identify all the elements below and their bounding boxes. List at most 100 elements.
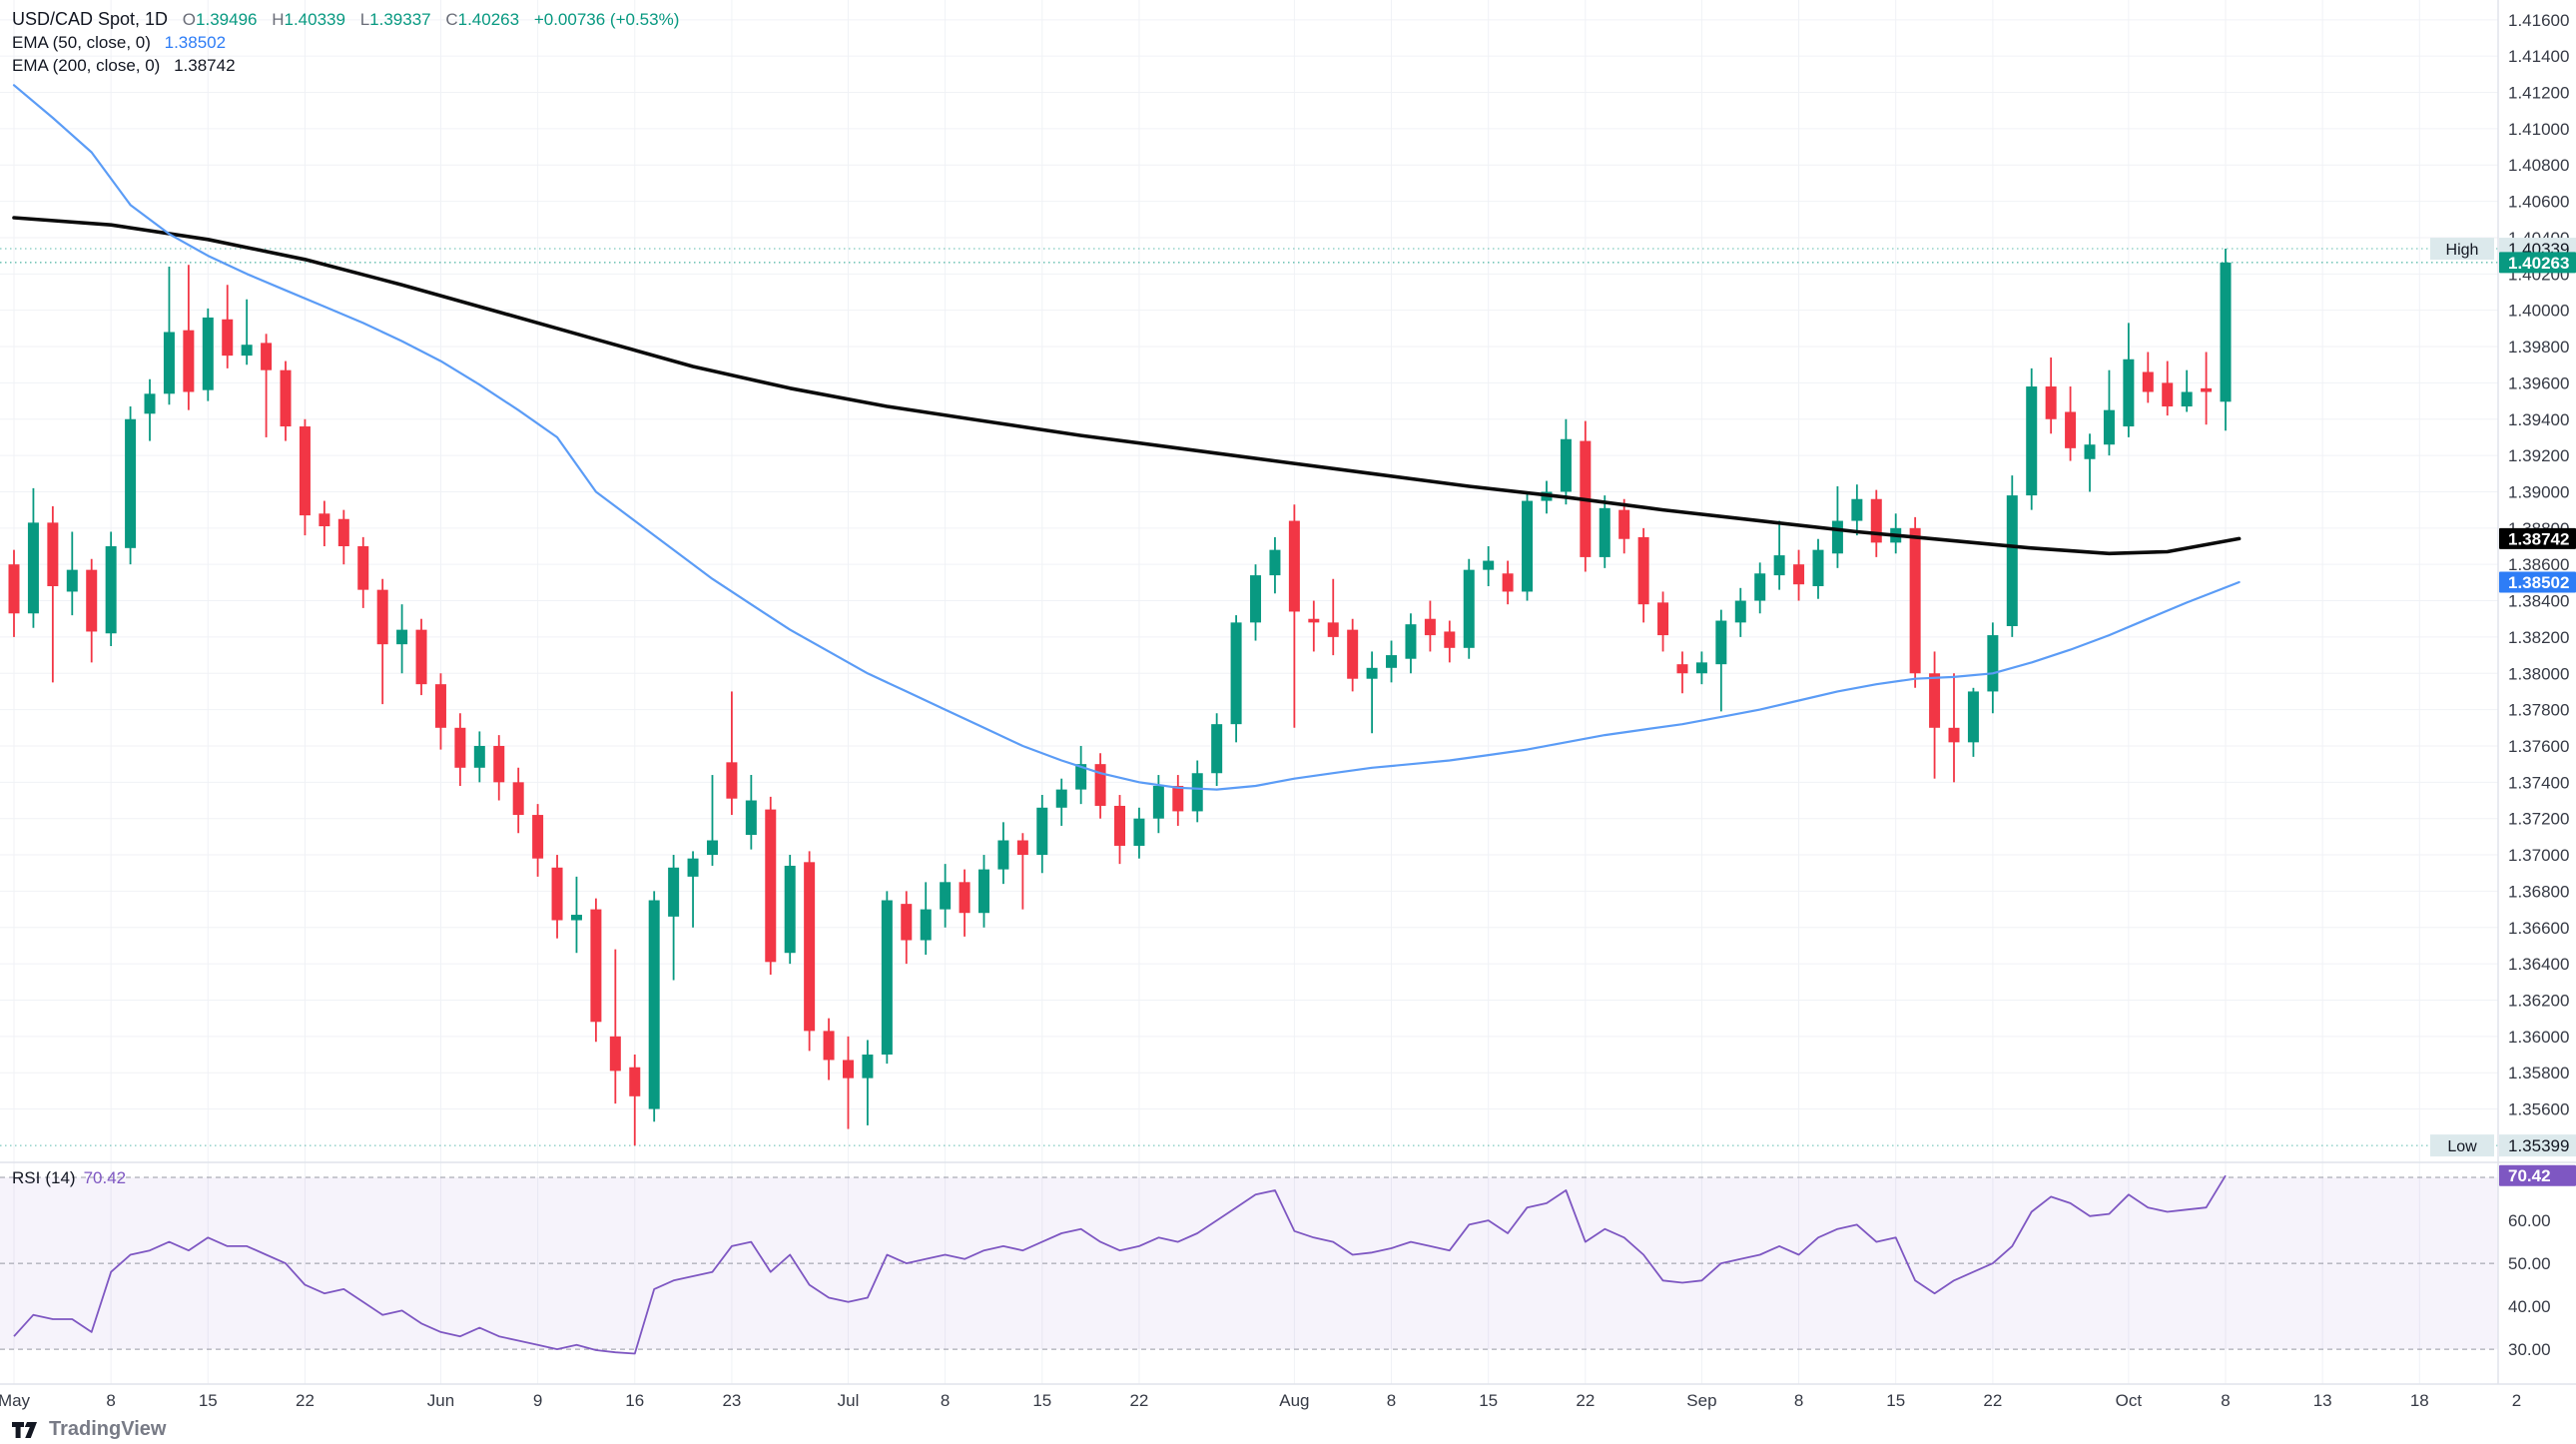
candle[interactable] xyxy=(765,796,777,976)
candle[interactable] xyxy=(105,531,117,646)
candle[interactable] xyxy=(183,265,195,410)
candle[interactable] xyxy=(47,506,59,683)
candle[interactable] xyxy=(1250,564,1262,641)
candle[interactable] xyxy=(1502,560,1514,605)
candle[interactable] xyxy=(1114,795,1126,865)
candle[interactable] xyxy=(163,267,175,405)
ema200-legend-row[interactable]: EMA (200, close, 0) 1.38742 xyxy=(12,54,679,77)
symbol-title[interactable]: USD/CAD Spot, 1D xyxy=(12,9,169,29)
candle[interactable] xyxy=(1463,558,1475,659)
candle[interactable] xyxy=(202,308,214,401)
candle[interactable] xyxy=(1793,549,1805,601)
candle[interactable] xyxy=(1036,795,1048,874)
candle[interactable] xyxy=(842,1036,854,1129)
candle[interactable] xyxy=(396,604,408,674)
candle[interactable] xyxy=(1676,651,1688,694)
candle[interactable] xyxy=(1424,600,1436,652)
candle[interactable] xyxy=(726,691,738,816)
candle[interactable] xyxy=(1618,498,1630,554)
pane-separators[interactable] xyxy=(0,0,2576,1385)
candle[interactable] xyxy=(1657,591,1669,652)
candle[interactable] xyxy=(1851,484,1863,536)
candle[interactable] xyxy=(1094,753,1106,819)
candle[interactable] xyxy=(2181,369,2193,412)
candle[interactable] xyxy=(86,558,98,663)
candle[interactable] xyxy=(706,775,718,866)
candle[interactable] xyxy=(1444,620,1456,663)
candle[interactable] xyxy=(823,1018,835,1081)
candle[interactable] xyxy=(261,334,273,437)
candle[interactable] xyxy=(901,891,913,965)
price-axis[interactable]: 1.35600 1.35800 1.36000 1.36200 1.36400 1.366… xyxy=(2508,11,2569,1119)
candle[interactable] xyxy=(1967,687,1979,757)
candle[interactable] xyxy=(1483,546,1495,586)
candle[interactable] xyxy=(648,891,660,1122)
candle[interactable] xyxy=(2103,369,2115,456)
candle[interactable] xyxy=(1870,489,1882,557)
candle[interactable] xyxy=(745,775,757,850)
candle[interactable] xyxy=(609,949,621,1104)
candle[interactable] xyxy=(241,299,253,365)
candle[interactable] xyxy=(1715,609,1727,712)
candle[interactable] xyxy=(144,378,156,441)
candle[interactable] xyxy=(1909,516,1921,688)
ema50-line[interactable] xyxy=(12,84,2241,791)
rsi-pane[interactable] xyxy=(0,1174,2498,1355)
candle[interactable] xyxy=(2201,352,2213,425)
candle[interactable] xyxy=(1405,613,1417,674)
candle[interactable] xyxy=(1366,651,1378,734)
tradingview-watermark[interactable]: TradingView xyxy=(12,1418,166,1441)
candle[interactable] xyxy=(1288,504,1300,728)
candle[interactable] xyxy=(2220,249,2232,431)
candle[interactable] xyxy=(1580,420,1592,572)
candle[interactable] xyxy=(125,406,137,565)
candle[interactable] xyxy=(1599,495,1610,568)
candle[interactable] xyxy=(473,731,485,783)
candle[interactable] xyxy=(1773,520,1785,590)
candle[interactable] xyxy=(1191,760,1203,823)
candle[interactable] xyxy=(1327,578,1339,656)
candle[interactable] xyxy=(668,855,680,981)
candle[interactable] xyxy=(222,285,234,368)
rsi-plot-line[interactable] xyxy=(13,1174,2227,1355)
candle[interactable] xyxy=(532,804,544,877)
rsi-label[interactable]: RSI xyxy=(12,1168,41,1187)
candle[interactable] xyxy=(1522,491,1534,601)
candle[interactable] xyxy=(629,1055,641,1146)
candle[interactable] xyxy=(2123,323,2135,437)
candle[interactable] xyxy=(2006,475,2018,637)
candle[interactable] xyxy=(376,578,388,705)
candle[interactable] xyxy=(1386,640,1398,683)
candle[interactable] xyxy=(1308,600,1320,652)
candle[interactable] xyxy=(1133,807,1145,859)
rsi-axis[interactable]: 60.00 50.00 40.00 30.00 xyxy=(2508,1211,2551,1359)
candle[interactable] xyxy=(940,864,952,928)
candle[interactable] xyxy=(512,767,524,834)
candle[interactable] xyxy=(1987,622,1999,714)
candle[interactable] xyxy=(337,509,349,565)
symbol-legend-row[interactable]: USD/CAD Spot, 1D O1.39496 H1.40339 L1.39… xyxy=(12,8,679,31)
candle[interactable] xyxy=(1637,527,1649,623)
candle[interactable] xyxy=(804,851,816,1052)
candle[interactable] xyxy=(959,869,970,937)
ema50-legend-row[interactable]: EMA (50, close, 0) 1.38502 xyxy=(12,31,679,54)
candle[interactable] xyxy=(2142,352,2154,403)
candle[interactable] xyxy=(8,549,20,637)
candle[interactable] xyxy=(454,713,466,786)
candle[interactable] xyxy=(2162,361,2174,416)
candle[interactable] xyxy=(1754,562,1766,614)
candle[interactable] xyxy=(2026,367,2038,510)
candle[interactable] xyxy=(1560,418,1572,505)
candle[interactable] xyxy=(1016,833,1028,910)
candle[interactable] xyxy=(1812,538,1824,599)
candle[interactable] xyxy=(784,855,796,965)
candle[interactable] xyxy=(27,487,39,628)
candle[interactable] xyxy=(1695,651,1707,685)
candle[interactable] xyxy=(1948,673,1960,783)
candle[interactable] xyxy=(1734,587,1746,637)
ema200-line[interactable] xyxy=(12,216,2242,556)
candle[interactable] xyxy=(299,418,311,536)
candle[interactable] xyxy=(1347,618,1359,692)
candle[interactable] xyxy=(590,898,602,1043)
